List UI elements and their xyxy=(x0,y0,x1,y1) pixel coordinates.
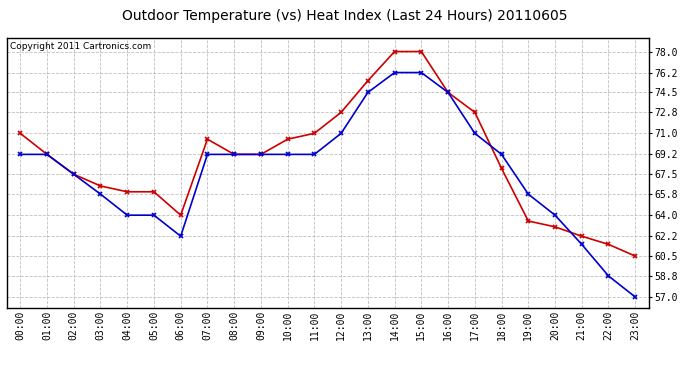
Text: Outdoor Temperature (vs) Heat Index (Last 24 Hours) 20110605: Outdoor Temperature (vs) Heat Index (Las… xyxy=(122,9,568,23)
Text: Copyright 2011 Cartronics.com: Copyright 2011 Cartronics.com xyxy=(10,42,151,51)
